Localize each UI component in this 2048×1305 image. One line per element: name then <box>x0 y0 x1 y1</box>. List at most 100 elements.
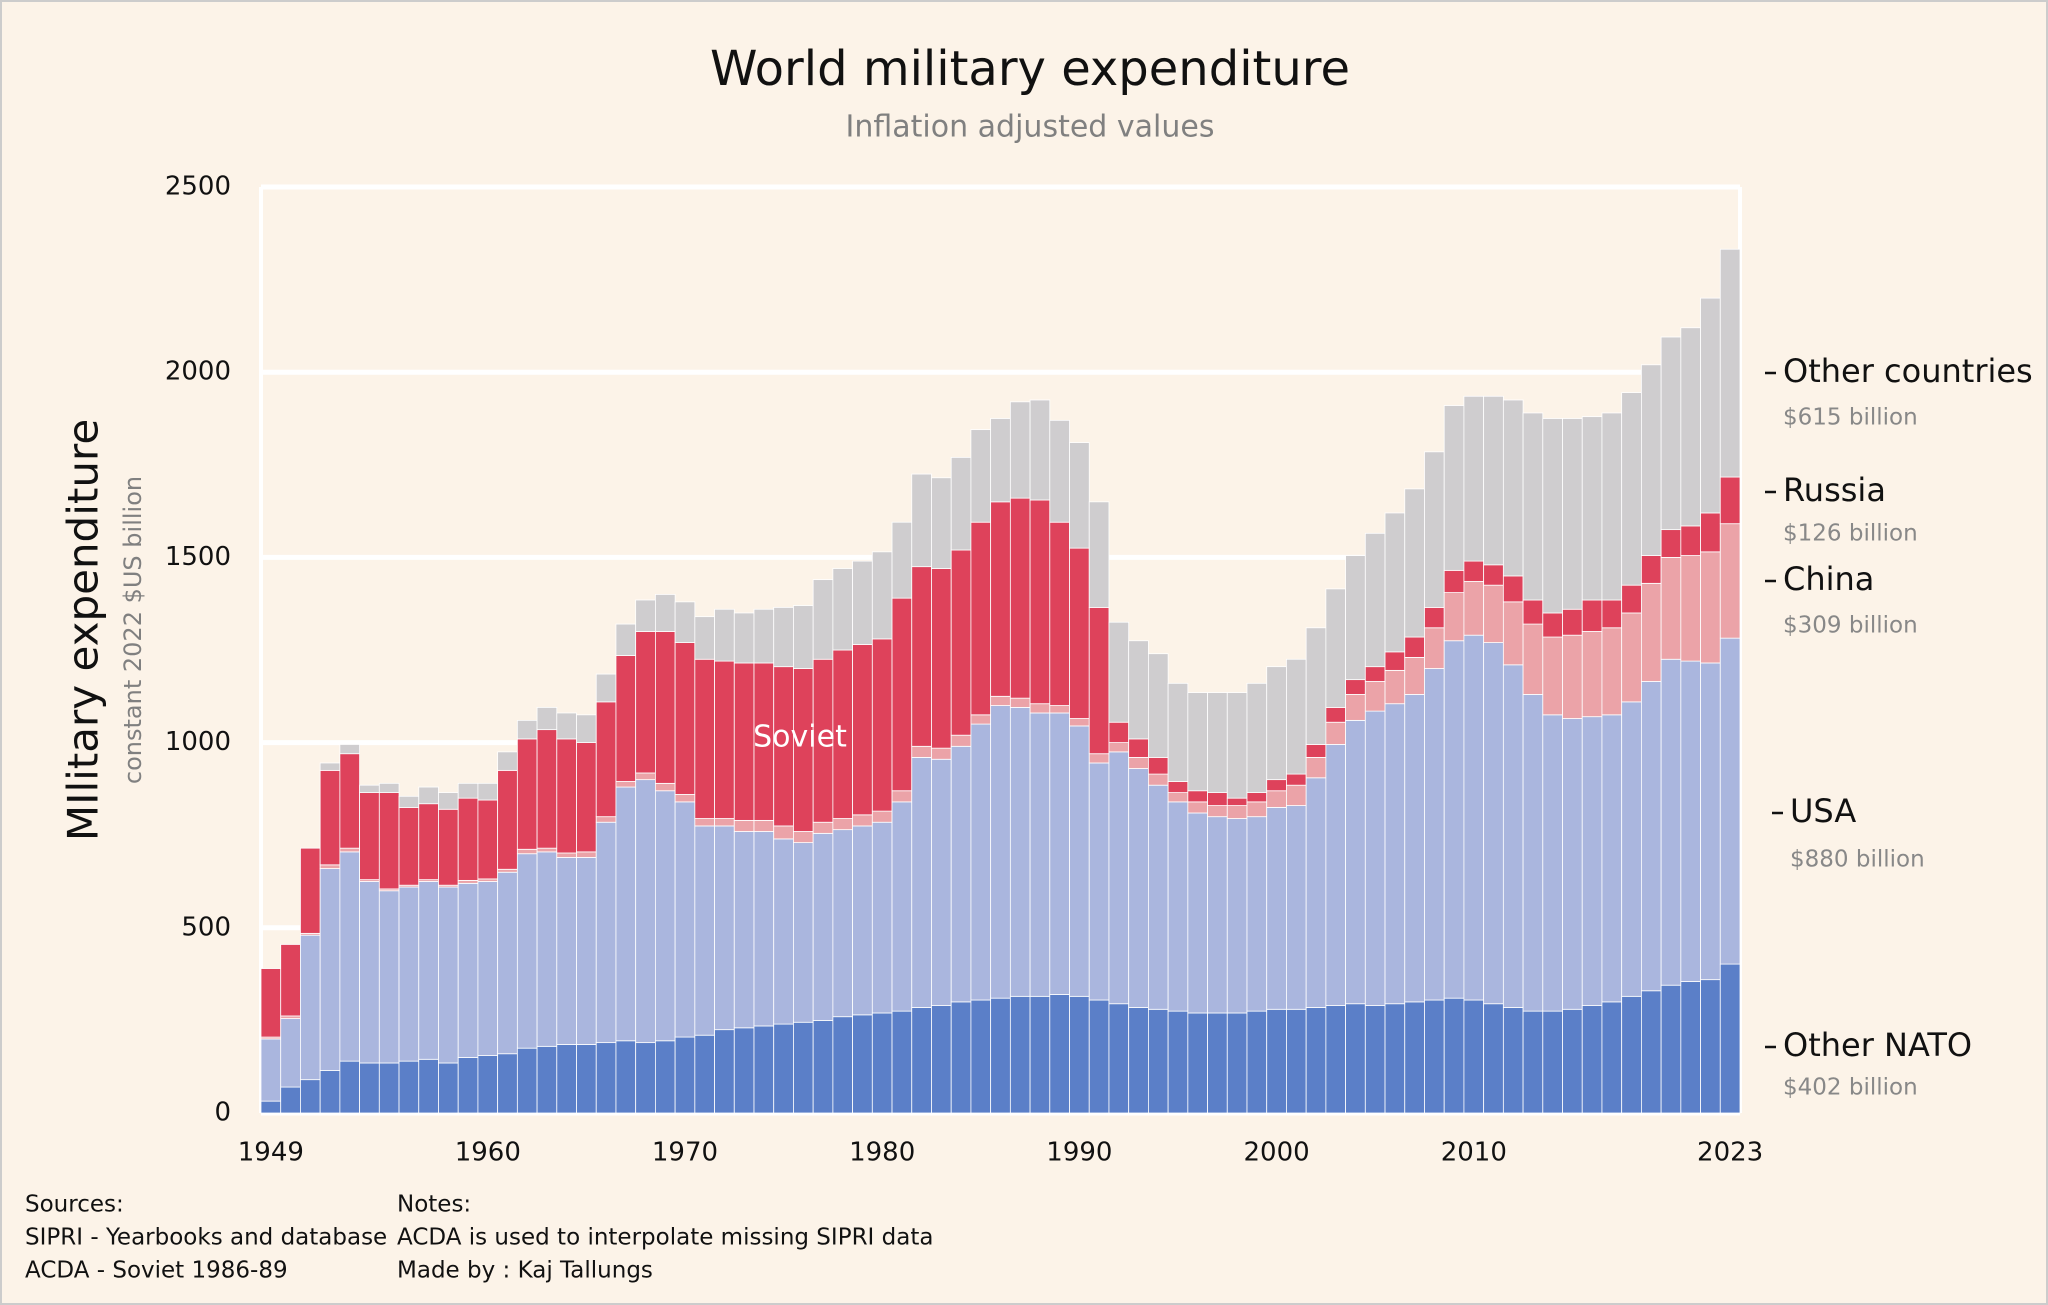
bar-segment <box>1404 488 1425 638</box>
bar-segment <box>832 829 854 1018</box>
bar-segment <box>1266 807 1287 1010</box>
bar-segment <box>615 655 637 782</box>
bar-segment <box>970 714 992 725</box>
bar-segment <box>1443 592 1465 642</box>
bar-segment <box>398 886 420 1062</box>
bar-segment <box>1483 395 1504 566</box>
x-tick-label: 1960 <box>455 1138 521 1168</box>
bar-segment <box>911 566 932 747</box>
bar-segment <box>852 644 873 816</box>
bar-segment <box>1680 555 1701 662</box>
bar-segment <box>1562 1008 1583 1114</box>
bar-segment <box>438 792 459 810</box>
bar-segment <box>319 864 341 869</box>
bar-segment <box>339 847 361 853</box>
bar-segment <box>694 616 715 660</box>
bar-segment <box>576 1044 597 1114</box>
bar-segment <box>911 757 932 1008</box>
legend-label: USA <box>1790 792 1856 830</box>
bar-segment <box>655 782 676 792</box>
bar-segment <box>536 1045 558 1114</box>
bar-segment <box>280 1086 301 1114</box>
x-tick-label: 2023 <box>1697 1138 1763 1168</box>
bar-segment <box>1029 995 1051 1114</box>
bar-segment <box>398 795 420 808</box>
bar-segment <box>1424 668 1445 1001</box>
y-tick-label: 0 <box>214 1098 231 1128</box>
bar-segment <box>674 642 696 795</box>
bar-segment <box>793 605 814 669</box>
bar-segment <box>1364 666 1386 682</box>
bar-segment <box>1266 790 1287 808</box>
bar-segment <box>556 712 577 740</box>
bar-segment <box>595 816 617 823</box>
bar-segment <box>773 607 794 668</box>
bar-segment <box>990 705 1011 999</box>
bar-segment <box>1286 805 1307 1010</box>
legend-label: Other countries <box>1783 352 2033 390</box>
bar-segment <box>1680 525 1701 556</box>
bar-segment <box>931 1005 952 1114</box>
bar-segment <box>319 868 341 1071</box>
bar-segment <box>1187 1012 1208 1114</box>
bar-segment <box>871 821 893 1014</box>
bar-segment <box>516 738 538 850</box>
bar-segment <box>891 801 913 1012</box>
bar-segment <box>891 790 913 803</box>
bar-segment <box>1641 555 1662 584</box>
bar-segment <box>556 852 577 858</box>
bar-segment <box>793 842 814 1023</box>
bar-segment <box>576 851 597 858</box>
bar-segment <box>1286 773 1307 786</box>
x-tick-label: 1949 <box>238 1138 304 1168</box>
bar-segment <box>477 881 499 1056</box>
bar-segment <box>733 1027 755 1114</box>
bar-segment <box>1542 1010 1563 1114</box>
bar-segment <box>418 803 439 881</box>
bar-segment <box>1483 584 1504 643</box>
bar-segment <box>1049 521 1070 706</box>
bar-segment <box>260 1038 282 1102</box>
y-tick-label: 1000 <box>165 727 231 757</box>
bar-segment <box>1700 297 1721 514</box>
bar-segment <box>714 608 735 662</box>
x-tick-label: 1970 <box>652 1138 718 1168</box>
bar-segment <box>497 1053 518 1114</box>
bar-segment <box>576 742 597 853</box>
bar-segment <box>1207 816 1228 1014</box>
bar-segment <box>753 608 775 664</box>
bar-segment <box>655 594 676 632</box>
bar-segment <box>852 814 873 827</box>
bar-segment <box>1404 657 1425 695</box>
bar-segment <box>1029 499 1051 705</box>
notes-line: ACDA is used to interpolate missing SIPR… <box>397 1225 933 1251</box>
x-tick-label: 2000 <box>1243 1138 1309 1168</box>
bar-segment <box>1088 762 1110 1001</box>
bar-segment <box>576 714 597 744</box>
bar-segment <box>1719 637 1741 965</box>
bar-segment <box>970 429 992 523</box>
bar-segment <box>1542 612 1563 638</box>
bar-segment <box>300 847 321 934</box>
bar-segment <box>615 623 637 656</box>
bar-segment <box>1641 681 1662 992</box>
sources-line: SIPRI - Yearbooks and database <box>25 1225 387 1251</box>
x-tick-label: 1990 <box>1046 1138 1112 1168</box>
bar-segment <box>832 818 854 831</box>
bar-segment <box>812 579 834 660</box>
bar-segment <box>1305 757 1327 779</box>
bar-segment <box>319 769 341 866</box>
bar-segment <box>1364 1005 1386 1114</box>
bar-segment <box>1128 757 1149 769</box>
bar-segment <box>497 769 518 870</box>
bar-segment <box>516 1047 538 1114</box>
bar-segment <box>1167 1010 1189 1114</box>
bar-segment <box>1325 744 1347 1006</box>
bar-segment <box>1384 1003 1406 1114</box>
bar-segment <box>1207 805 1228 818</box>
bar-segment <box>714 818 735 827</box>
bar-segment <box>1621 584 1642 614</box>
bar-segment <box>753 819 775 832</box>
